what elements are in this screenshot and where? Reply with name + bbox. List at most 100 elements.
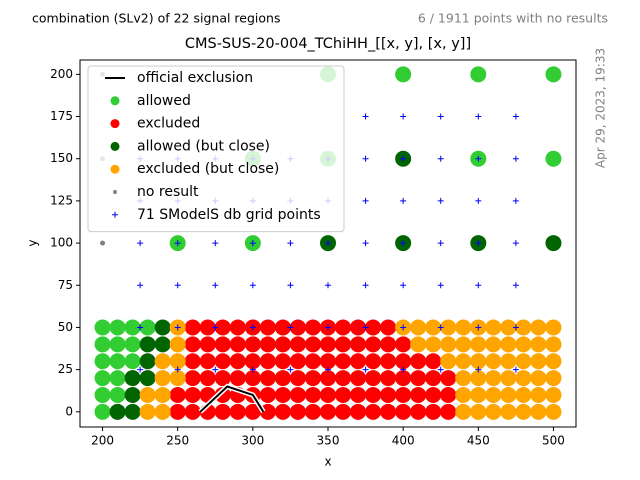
grid-point [362, 366, 369, 373]
point [259, 370, 276, 387]
point [320, 353, 336, 370]
point [184, 336, 201, 353]
point [440, 319, 457, 336]
x-tick-label: 350 [317, 434, 340, 448]
grid-point [287, 240, 294, 247]
point [365, 353, 382, 370]
point [500, 386, 517, 403]
grid-point [362, 324, 369, 331]
point [500, 319, 517, 336]
point [124, 370, 141, 387]
grid-point [400, 240, 407, 247]
x-tick-label: 400 [392, 434, 415, 448]
point [425, 336, 442, 353]
point [545, 386, 562, 403]
point [229, 319, 246, 336]
point [515, 370, 532, 387]
point [199, 370, 216, 387]
grid-point [437, 155, 444, 162]
x-tick-label: 200 [91, 434, 114, 448]
point [109, 370, 126, 387]
point [545, 319, 562, 336]
point [395, 370, 412, 387]
legend-label: excluded (but close) [137, 161, 279, 177]
point [440, 386, 457, 403]
point [485, 386, 502, 403]
point [124, 386, 141, 403]
point [124, 336, 141, 353]
point [350, 353, 367, 370]
point [244, 353, 261, 370]
point [335, 336, 352, 353]
grid-point [475, 197, 482, 204]
point [259, 353, 276, 370]
point [440, 336, 457, 353]
point [380, 336, 397, 353]
point [304, 353, 321, 370]
point [410, 336, 427, 353]
point [259, 403, 276, 420]
point [500, 353, 517, 370]
grid-point [400, 197, 407, 204]
legend-label: allowed (but close) [137, 138, 270, 154]
point [320, 336, 336, 353]
point [304, 319, 321, 336]
legend-label: 71 SModelS db grid points [137, 207, 321, 223]
grid-point [437, 240, 444, 247]
grid-point [287, 282, 294, 289]
grid-point [475, 366, 482, 373]
point [425, 319, 442, 336]
point [304, 370, 321, 387]
point [500, 336, 517, 353]
point [214, 353, 231, 370]
grid-point [400, 324, 407, 331]
y-axis-label: y [26, 239, 40, 246]
grid-point [362, 240, 369, 247]
point [274, 386, 291, 403]
point [455, 353, 472, 370]
point [545, 66, 562, 83]
subtitle-left: combination (SLv2) of 22 signal regions [32, 11, 280, 26]
point [244, 403, 261, 420]
point [350, 386, 367, 403]
point [395, 353, 412, 370]
point [109, 336, 126, 353]
point [515, 319, 532, 336]
y-tick-label: 50 [58, 320, 73, 334]
grid-point [174, 282, 181, 289]
point [335, 370, 352, 387]
x-tick-label: 250 [166, 434, 189, 448]
point [154, 353, 171, 370]
point [274, 319, 291, 336]
point [169, 370, 186, 387]
grid-point [512, 113, 519, 120]
point [169, 353, 186, 370]
grid-point [437, 197, 444, 204]
point [169, 336, 186, 353]
y-tick-label: 125 [50, 193, 73, 207]
point [455, 370, 472, 387]
point [545, 336, 562, 353]
point [259, 386, 276, 403]
point [244, 336, 261, 353]
legend-marker [113, 190, 117, 194]
legend-label: allowed [137, 93, 191, 109]
legend-marker [110, 164, 120, 174]
point [545, 235, 562, 252]
grid-point [362, 113, 369, 120]
point [530, 386, 547, 403]
y-tick-label: 150 [50, 151, 73, 165]
point [425, 403, 442, 420]
point [139, 386, 156, 403]
point [515, 336, 532, 353]
point [425, 370, 442, 387]
point [365, 370, 382, 387]
grid-point [475, 113, 482, 120]
point [259, 336, 276, 353]
legend-label: official exclusion [137, 70, 253, 86]
point [229, 336, 246, 353]
point [350, 370, 367, 387]
x-tick-label: 300 [241, 434, 264, 448]
point [455, 319, 472, 336]
